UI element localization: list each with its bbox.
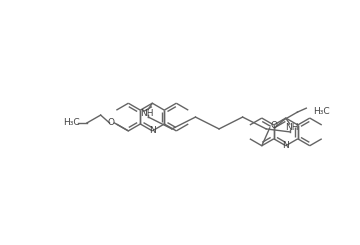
Text: N: N xyxy=(282,141,289,150)
Text: NH: NH xyxy=(285,123,298,133)
Text: NH: NH xyxy=(140,109,153,118)
Text: O: O xyxy=(107,118,114,126)
Text: H₃C: H₃C xyxy=(63,118,79,126)
Text: N: N xyxy=(149,126,156,135)
Text: H₃C: H₃C xyxy=(313,107,330,116)
Text: O: O xyxy=(270,122,277,130)
